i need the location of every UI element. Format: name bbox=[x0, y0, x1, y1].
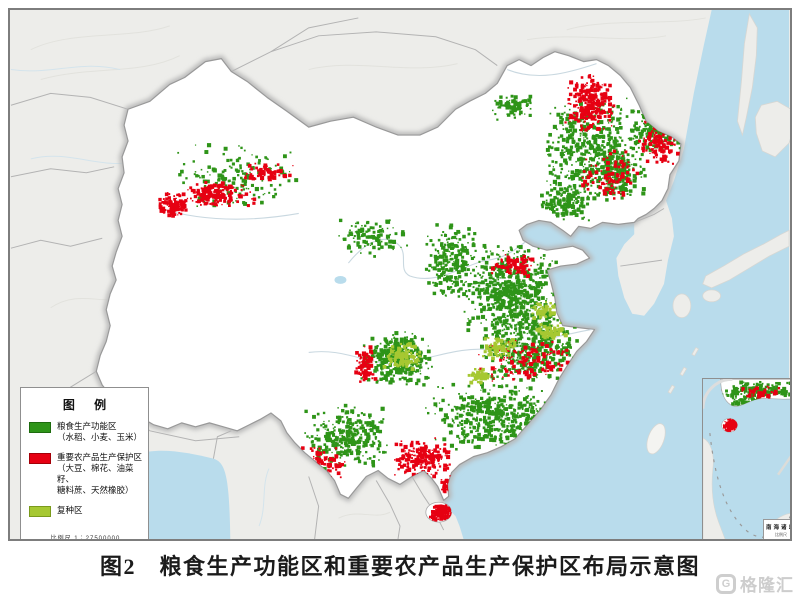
inset-hainan-dots bbox=[722, 418, 738, 433]
inset-label: 南海诸岛 bbox=[765, 525, 790, 531]
sakhalin-island bbox=[737, 12, 758, 137]
terrain-contours bbox=[30, 17, 706, 519]
scale-block: 比例尺 1∶27500000 02505007501000千米 bbox=[29, 533, 142, 541]
kyushu-island bbox=[672, 293, 692, 319]
legend-swatch bbox=[29, 506, 51, 518]
legend-items: 粮食生产功能区 （水稻、小麦、玉米） 重要农产品生产保护区 （大豆、棉花、油菜籽、 糖料… bbox=[29, 421, 142, 518]
legend-swatch bbox=[29, 453, 51, 465]
watermark-gelonghui: G 格隆汇 bbox=[716, 571, 794, 596]
legend-item: 复种区 bbox=[29, 505, 142, 518]
legend-item: 重要农产品生产保护区 （大豆、棉花、油菜籽、 糖料蔗、天然橡胶） bbox=[29, 452, 142, 496]
legend-item-label: 复种区 bbox=[57, 505, 83, 516]
foreign-islands bbox=[646, 12, 790, 455]
legend-item-label: 重要农产品生产保护区 （大豆、棉花、油菜籽、 糖料蔗、天然橡胶） bbox=[57, 452, 143, 496]
watermark-text: 格隆汇 bbox=[740, 576, 794, 595]
taiwan-island bbox=[646, 423, 666, 455]
inset-crop-dots bbox=[720, 380, 790, 407]
map-legend: 图 例 粮食生产功能区 （水稻、小麦、玉米） 重要农产品生产保护区 （大豆、棉花、油菜… bbox=[20, 387, 149, 541]
inset-map-south-china-sea: 南海诸岛 比例尺 bbox=[702, 378, 792, 541]
crop-zone-dots bbox=[158, 74, 681, 494]
bay-of-bengal-sea bbox=[135, 450, 231, 539]
shikoku-island bbox=[702, 289, 721, 303]
inset-sea bbox=[703, 379, 790, 539]
main-map-canvas: 图 例 粮食生产功能区 （水稻、小麦、玉米） 重要农产品生产保护区 （大豆、棉花、油菜… bbox=[8, 8, 792, 541]
inset-scale-bar bbox=[770, 540, 792, 541]
hokkaido-island bbox=[754, 100, 790, 158]
inset-palawan bbox=[777, 449, 790, 476]
scale-text: 比例尺 1∶27500000 bbox=[50, 536, 121, 541]
hainan-rubber-dots bbox=[428, 504, 452, 522]
legend-item: 粮食生产功能区 （水稻、小麦、玉米） bbox=[29, 421, 142, 443]
gelonghui-logo-icon: G bbox=[716, 573, 736, 594]
legend-title: 图 例 bbox=[62, 398, 115, 412]
china-region bbox=[95, 51, 682, 501]
figure-caption: 图2 粮食生产功能区和重要农产品生产保护区布局示意图 bbox=[99, 554, 700, 579]
legend-swatch bbox=[29, 422, 51, 433]
inset-map-svg bbox=[703, 379, 790, 539]
qinghai-lake bbox=[334, 275, 347, 284]
honshu-island bbox=[702, 229, 790, 289]
legend-item-label: 粮食生产功能区 （水稻、小麦、玉米） bbox=[57, 421, 143, 443]
inset-scale-text: 比例尺 bbox=[775, 532, 787, 537]
inset-map-corner-arc bbox=[703, 379, 733, 409]
inset-label-box: 南海诸岛 比例尺 bbox=[763, 519, 792, 541]
